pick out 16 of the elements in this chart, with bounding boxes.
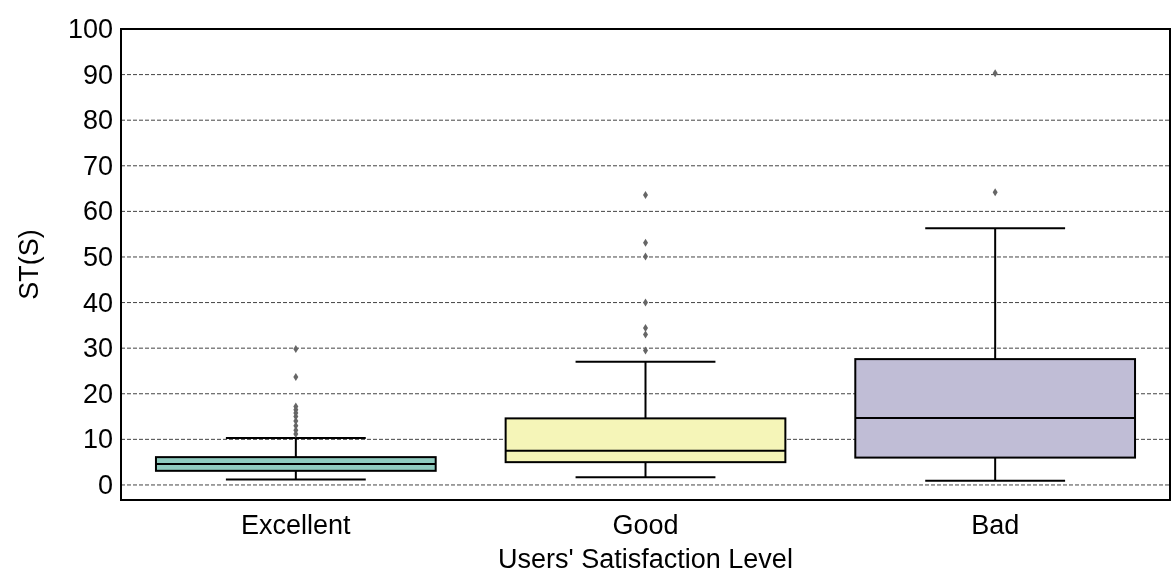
y-tick-label: 10 bbox=[82, 424, 113, 455]
y-tick-label: 90 bbox=[82, 59, 113, 90]
x-tick-label: Bad bbox=[971, 510, 1020, 540]
y-tick-label: 60 bbox=[82, 196, 113, 227]
y-tick-label: 50 bbox=[82, 241, 113, 272]
x-tick-label: Good bbox=[612, 510, 679, 540]
y-tick-label: 80 bbox=[82, 105, 113, 136]
y-tick-label: 30 bbox=[82, 333, 113, 364]
y-tick-label: 100 bbox=[67, 14, 113, 44]
y-axis-title: ST(S) bbox=[14, 229, 44, 300]
x-axis-title: Users' Satisfaction Level bbox=[498, 544, 793, 574]
x-tick-label: Excellent bbox=[241, 510, 352, 540]
y-tick-label: 40 bbox=[82, 287, 113, 318]
y-tick-label: 20 bbox=[82, 378, 113, 409]
y-tick-label: 70 bbox=[82, 150, 113, 181]
y-tick-label: 0 bbox=[97, 469, 113, 500]
